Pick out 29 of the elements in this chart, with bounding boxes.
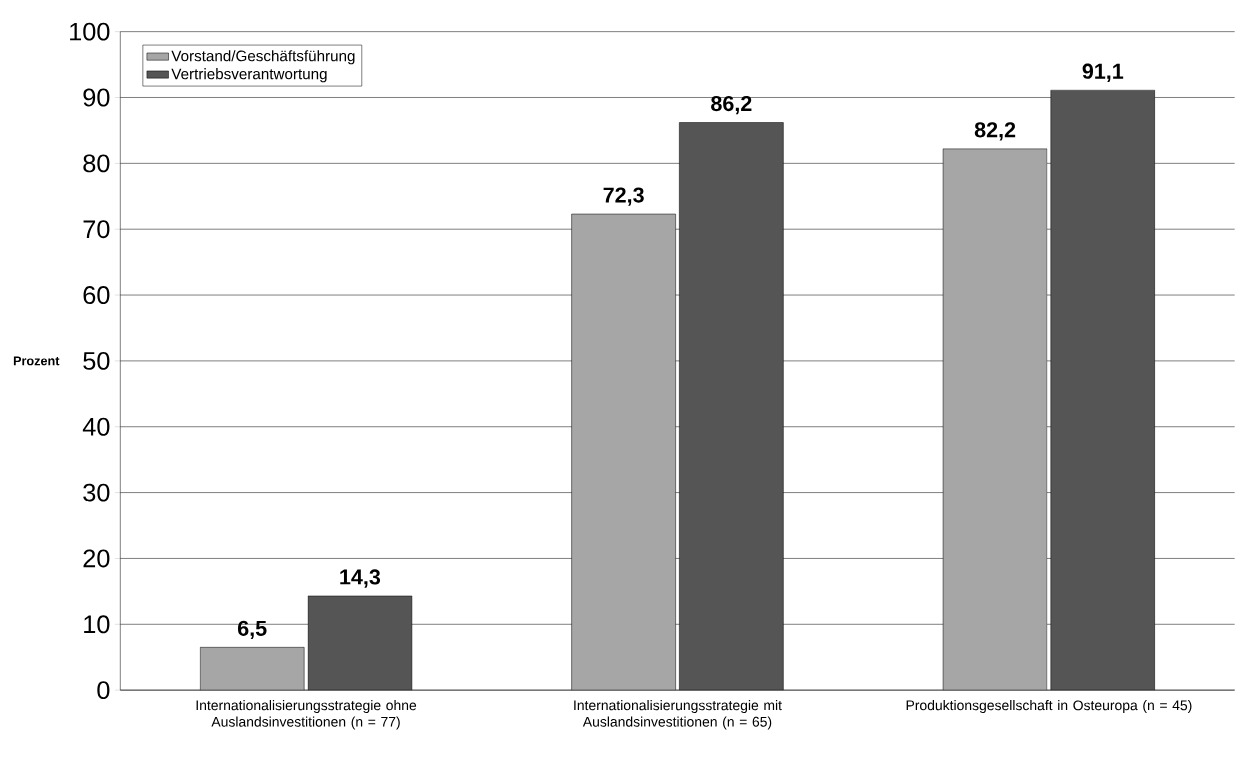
legend-label: Vertriebsverantwortung xyxy=(171,68,327,83)
y-tick-label: 0 xyxy=(97,681,110,700)
data-label: 91,1 xyxy=(1082,63,1124,83)
bar xyxy=(307,595,413,691)
y-tick-label: 30 xyxy=(83,483,110,502)
y-tick-label: 40 xyxy=(82,417,110,436)
y-tick-label: 20 xyxy=(83,549,110,568)
bar xyxy=(571,213,676,691)
bar xyxy=(942,148,1048,691)
y-tick-label: 70 xyxy=(83,220,110,239)
data-label: 82,2 xyxy=(974,122,1016,141)
y-axis-title: Prozent xyxy=(13,356,60,366)
data-label: 86,2 xyxy=(711,95,752,115)
x-tick-label: Internationalisierungsstrategie ohne Auslandsinvestitionen (n = 77) xyxy=(196,700,417,730)
bar xyxy=(679,122,784,691)
x-tick-label: Internationalisierungsstrategie mit Auslandsinvestitionen (n = 65) xyxy=(574,700,782,730)
bar xyxy=(1050,90,1156,691)
x-tick-label: Produktionsgesellschaft in Osteuropa (n = 45) xyxy=(906,700,1192,714)
y-tick-label: 10 xyxy=(84,615,110,634)
bar xyxy=(199,647,305,691)
y-tick-label: 90 xyxy=(83,88,110,107)
data-label: 6,5 xyxy=(238,620,267,640)
y-tick-label: 60 xyxy=(83,286,110,305)
y-tick-label: 50 xyxy=(83,352,110,370)
y-tick-label: 100 xyxy=(70,22,110,41)
data-label: 72,3 xyxy=(603,187,644,206)
legend-label: Vorstand/Geschäftsführung xyxy=(171,50,355,65)
data-label: 14,3 xyxy=(340,569,381,588)
y-tick-label: 80 xyxy=(83,154,110,173)
